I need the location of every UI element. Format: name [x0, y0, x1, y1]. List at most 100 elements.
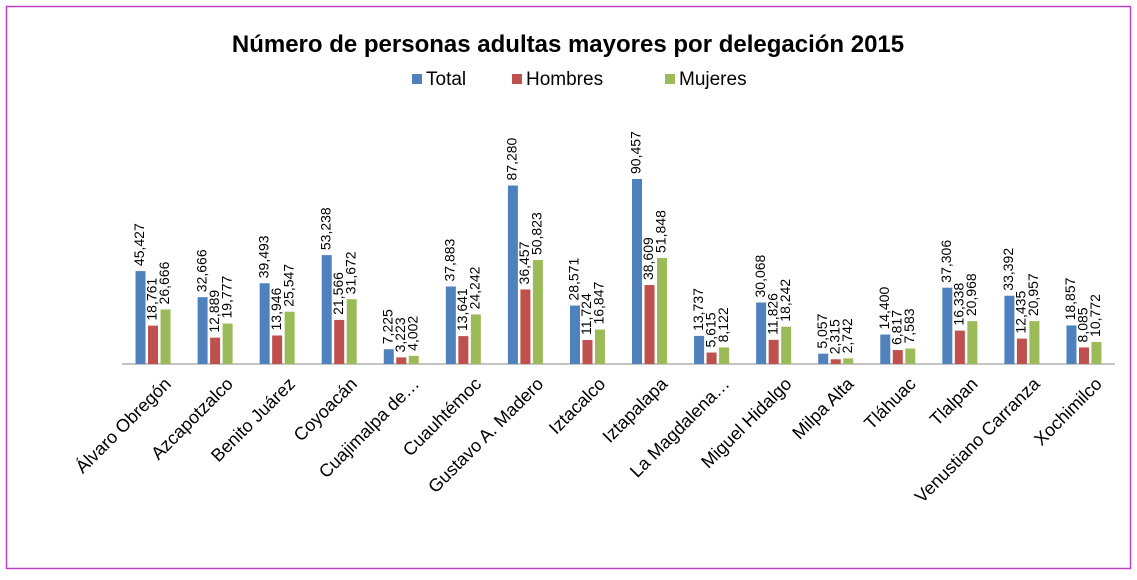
- data-label: 4,002: [404, 316, 420, 351]
- data-label: 37,306: [938, 240, 954, 283]
- data-label: 11,826: [764, 293, 780, 335]
- data-label: 14,400: [876, 287, 892, 330]
- legend-label: Hombres: [526, 69, 603, 90]
- data-label: 13,946: [268, 287, 284, 330]
- bar: [148, 325, 159, 364]
- bar: [818, 353, 829, 364]
- bar: [706, 352, 717, 364]
- data-label: 33,392: [1000, 248, 1016, 291]
- data-label: 3,223: [392, 317, 408, 352]
- data-label: 18,857: [1062, 277, 1078, 320]
- bar: [582, 340, 593, 364]
- data-label: 53,238: [317, 207, 333, 250]
- chart-title: Número de personas adultas mayores por d…: [232, 31, 904, 58]
- bar: [408, 355, 419, 364]
- chart-border: [5, 5, 1132, 570]
- bar: [259, 283, 270, 364]
- data-label: 50,823: [529, 212, 545, 255]
- bar: [197, 297, 208, 364]
- bar: [272, 335, 283, 364]
- bar: [396, 357, 407, 364]
- legend-label: Mujeres: [679, 69, 747, 90]
- bar: [657, 257, 668, 364]
- bar: [321, 255, 332, 364]
- bar: [880, 334, 891, 364]
- data-label: 12,889: [206, 290, 222, 333]
- bar: [334, 319, 345, 364]
- data-label: 25,547: [280, 264, 296, 307]
- data-label: 8,122: [715, 307, 731, 342]
- data-label: 45,427: [131, 223, 147, 266]
- bar: [954, 330, 965, 364]
- data-label: 18,761: [144, 278, 160, 321]
- bar: [830, 359, 841, 364]
- data-label: 13,737: [690, 288, 706, 331]
- bar: [1004, 295, 1015, 364]
- bar: [520, 289, 531, 364]
- bar: [284, 311, 295, 364]
- data-label: 11,724: [578, 293, 594, 335]
- data-label: 90,457: [628, 131, 644, 174]
- bar: [1016, 338, 1027, 364]
- data-label: 12,435: [1013, 291, 1029, 334]
- bar: [942, 287, 953, 364]
- bar: [644, 285, 655, 364]
- data-label: 28,571: [566, 258, 582, 301]
- bar: [210, 337, 221, 364]
- data-label: 5,057: [814, 313, 830, 348]
- data-label: 7,225: [379, 309, 395, 344]
- data-label: 16,338: [951, 283, 967, 326]
- legend-label: Total: [426, 69, 466, 90]
- data-label: 32,666: [193, 249, 209, 292]
- data-label: 5,615: [702, 312, 718, 347]
- bar: [905, 348, 916, 364]
- bar: [632, 179, 643, 364]
- bar: [383, 349, 394, 364]
- data-label: 20,968: [963, 273, 979, 316]
- data-label: 7,583: [901, 308, 917, 343]
- data-label: 8,085: [1075, 307, 1091, 342]
- data-label: 6,817: [888, 310, 904, 345]
- bar: [781, 326, 792, 364]
- bar: [1091, 341, 1102, 364]
- legend-swatch: [512, 74, 522, 84]
- bar: [222, 323, 233, 364]
- bar: [507, 185, 518, 364]
- legend-swatch: [665, 74, 675, 84]
- bar: [1029, 321, 1040, 364]
- bar: [843, 358, 854, 364]
- data-label: 39,493: [255, 235, 271, 278]
- data-label: 38,609: [640, 237, 656, 280]
- data-label: 19,777: [218, 276, 234, 319]
- bar: [719, 347, 730, 364]
- data-label: 51,848: [653, 210, 669, 253]
- bar: [967, 321, 978, 364]
- bar: [160, 309, 171, 364]
- data-label: 87,280: [504, 137, 520, 180]
- bar: [1078, 347, 1089, 364]
- data-label: 13,641: [454, 288, 470, 331]
- bar: [135, 271, 146, 364]
- bar: [470, 314, 481, 364]
- bar: [346, 299, 357, 364]
- data-label: 18,242: [777, 279, 793, 322]
- legend-swatch: [412, 74, 422, 84]
- data-label: 20,957: [1025, 273, 1041, 316]
- data-label: 31,672: [342, 251, 358, 294]
- data-label: 16,847: [591, 282, 607, 325]
- bar: [768, 339, 779, 364]
- bar: [532, 260, 543, 364]
- bar: [1066, 325, 1077, 364]
- data-label: 21,566: [330, 272, 346, 315]
- data-label: 37,883: [442, 238, 458, 281]
- bar: [458, 336, 469, 364]
- data-label: 26,666: [156, 261, 172, 304]
- bar: [569, 305, 580, 364]
- data-label: 30,068: [752, 254, 768, 297]
- bar: [756, 302, 767, 364]
- bar: [594, 329, 605, 364]
- data-label: 36,457: [516, 241, 532, 284]
- bar: [892, 350, 903, 364]
- data-label: 2,742: [839, 318, 855, 353]
